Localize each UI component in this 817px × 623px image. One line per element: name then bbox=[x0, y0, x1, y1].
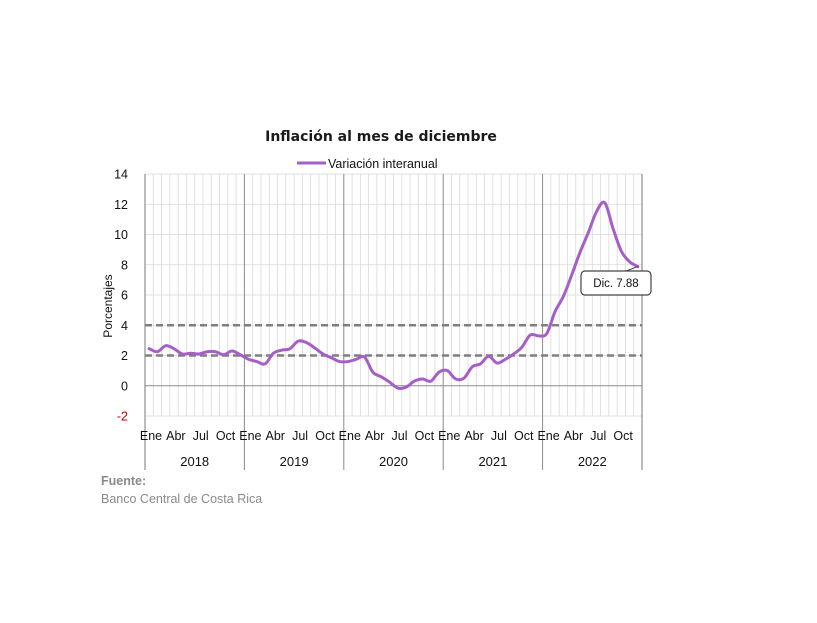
source-text: Banco Central de Costa Rica bbox=[101, 492, 263, 506]
x-tick-year-label: 2020 bbox=[379, 454, 408, 469]
x-tick-year-label: 2022 bbox=[578, 454, 607, 469]
x-tick-year-label: 2019 bbox=[280, 454, 309, 469]
x-tick-month-label: Jul bbox=[590, 429, 606, 443]
axes bbox=[144, 174, 643, 470]
x-tick-month-label: Jul bbox=[193, 429, 209, 443]
x-tick-month-label: Jul bbox=[491, 429, 507, 443]
x-tick-month-label: Abr bbox=[365, 429, 384, 443]
x-tick-labels: Ene Abr Jul Oct 2018 Ene Abr Jul Oct 2019 Ene Abr Ju… bbox=[140, 429, 634, 469]
legend-series-name: Variación interanual bbox=[328, 157, 438, 171]
x-tick-month-label: Abr bbox=[266, 429, 285, 443]
x-tick-month-label: Ene bbox=[339, 429, 361, 443]
y-tick-label: 10 bbox=[114, 228, 128, 242]
x-tick-month-label: Ene bbox=[537, 429, 559, 443]
x-tick-year-label: 2018 bbox=[180, 454, 209, 469]
y-tick-label: 2 bbox=[121, 349, 128, 363]
x-tick-month-label: Abr bbox=[564, 429, 583, 443]
y-tick-label: 12 bbox=[114, 198, 128, 212]
x-tick-year-label: 2021 bbox=[478, 454, 507, 469]
x-tick-month-label: Ene bbox=[239, 429, 261, 443]
x-tick-month-label: Ene bbox=[438, 429, 460, 443]
callout-label: Dic. 7.88 bbox=[593, 278, 638, 290]
x-tick-month-label: Oct bbox=[315, 429, 335, 443]
x-tick-month-label: Abr bbox=[464, 429, 483, 443]
y-tick-label: 4 bbox=[121, 319, 128, 333]
reference-lines bbox=[145, 323, 642, 357]
legend: Variación interanual bbox=[297, 157, 438, 171]
source-label: Fuente: bbox=[101, 474, 147, 488]
x-tick-month-label: Abr bbox=[166, 429, 185, 443]
series-line bbox=[147, 200, 640, 390]
x-tick-month-label: Oct bbox=[216, 429, 236, 443]
x-tick-month-label: Oct bbox=[415, 429, 435, 443]
y-tick-label: 0 bbox=[121, 379, 128, 393]
y-tick-label: 6 bbox=[121, 289, 128, 303]
y-tick-label: 14 bbox=[114, 168, 128, 182]
callout-box bbox=[580, 270, 652, 296]
y-axis-label: Porcentajes bbox=[101, 274, 115, 337]
x-tick-month-label: Jul bbox=[392, 429, 408, 443]
y-tick-label: -2 bbox=[117, 410, 128, 424]
data-callout: Dic. 7.88 bbox=[580, 266, 652, 296]
y-tick-labels: -2 0 2 4 6 8 10 12 14 bbox=[114, 168, 128, 424]
callout-leader bbox=[625, 266, 639, 272]
chart-title: Inflación al mes de diciembre bbox=[265, 129, 497, 145]
series-group bbox=[147, 200, 640, 390]
grid bbox=[145, 173, 642, 417]
x-tick-month-label: Ene bbox=[140, 429, 162, 443]
x-tick-month-label: Oct bbox=[613, 429, 633, 443]
x-tick-month-label: Oct bbox=[514, 429, 534, 443]
y-tick-label: 8 bbox=[121, 258, 128, 272]
x-tick-month-label: Jul bbox=[292, 429, 308, 443]
